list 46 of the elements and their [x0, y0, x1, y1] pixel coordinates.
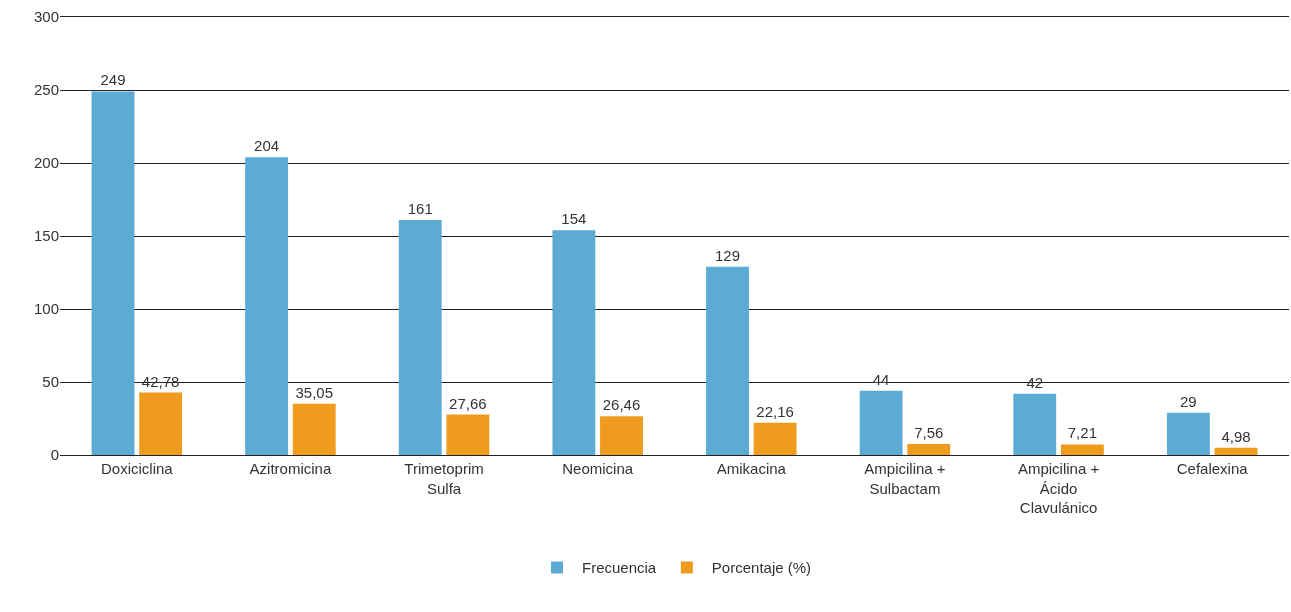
- bar: [600, 416, 643, 455]
- data-label: 35,05: [295, 383, 334, 401]
- bar: [91, 91, 135, 455]
- data-label: 7,21: [1067, 424, 1097, 442]
- data-label: 204: [254, 137, 280, 155]
- data-label: 154: [561, 210, 587, 228]
- x-tick-label: Cefalexina: [1176, 460, 1249, 477]
- bar: [245, 157, 289, 455]
- bar: [1013, 393, 1057, 455]
- bar: [398, 219, 442, 455]
- data-label: 161: [407, 199, 433, 217]
- legend-label: Porcentaje (%): [711, 559, 812, 577]
- y-tick-label: 0: [50, 446, 59, 464]
- bar: [139, 392, 183, 455]
- bar: [753, 422, 797, 455]
- bar: [552, 230, 596, 455]
- x-tick-label: Ampicilina + Ácido Clavulánico: [1017, 460, 1100, 516]
- bar: [706, 266, 749, 455]
- legend-label: Frecuencia: [582, 559, 657, 577]
- data-label: 7,56: [914, 423, 944, 441]
- bar: [1060, 444, 1104, 455]
- data-label: 26,46: [602, 396, 641, 414]
- bar: [1166, 412, 1210, 455]
- y-tick-label: 300: [33, 8, 59, 26]
- data-label: 27,66: [449, 394, 487, 412]
- data-label: 249: [100, 71, 126, 89]
- x-tick-label: Doxiciclina: [100, 460, 174, 477]
- data-label: 4,98: [1221, 427, 1251, 445]
- bar: [1214, 447, 1258, 455]
- bar: [446, 414, 490, 455]
- bar: [292, 403, 336, 455]
- x-tick-label: Azitromicina: [249, 460, 332, 477]
- data-label: 29: [1180, 392, 1197, 410]
- x-tick-label: Trimetoprim Sulfa: [404, 460, 484, 497]
- bar: [859, 390, 903, 455]
- bar: [907, 443, 951, 455]
- x-tick-label: Ampicilina + Sulbactam: [864, 460, 946, 497]
- x-tick-label: Neomicina: [562, 460, 634, 477]
- x-tick-label: Amikacina: [716, 460, 787, 477]
- y-tick-label: 50: [42, 373, 59, 391]
- data-label: 129: [714, 246, 741, 264]
- y-tick-label: 150: [33, 227, 59, 245]
- y-tick-label: 100: [33, 300, 59, 318]
- data-label: 22,16: [756, 402, 794, 420]
- y-tick-label: 200: [33, 154, 59, 172]
- y-tick-label: 250: [33, 81, 59, 99]
